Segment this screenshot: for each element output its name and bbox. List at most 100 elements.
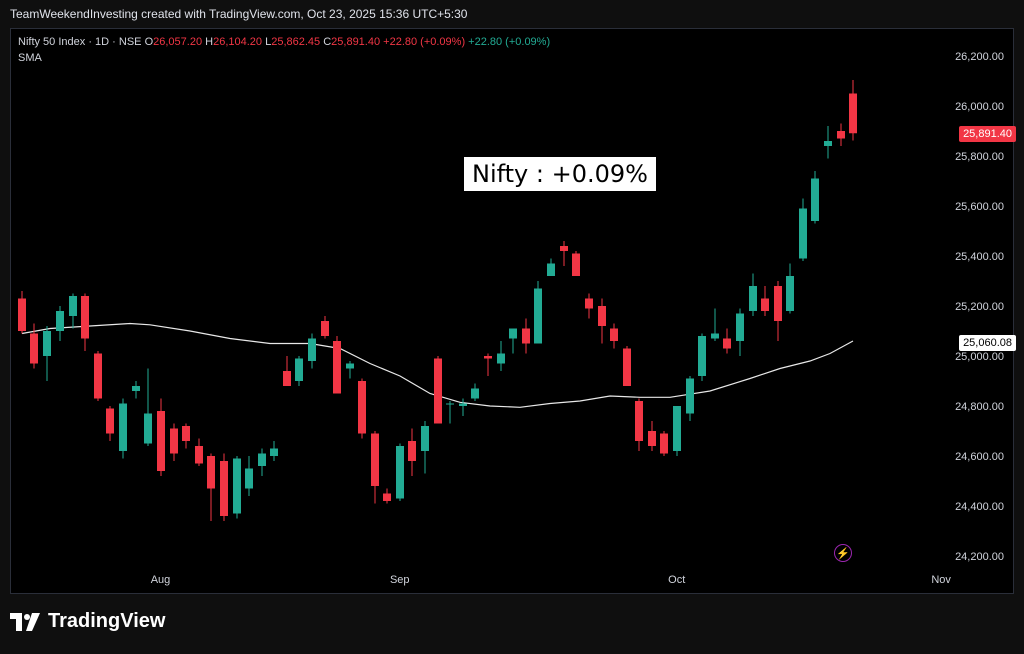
- candle: [560, 241, 568, 266]
- candle-body: [18, 298, 26, 331]
- candle-body: [170, 428, 178, 454]
- candle: [598, 298, 606, 344]
- candle: [56, 306, 64, 341]
- candle-body: [258, 453, 266, 466]
- candle-body: [408, 441, 416, 461]
- candle-body: [283, 371, 291, 386]
- candle: [119, 398, 127, 459]
- x-tick-label: Aug: [151, 574, 171, 586]
- candle: [673, 406, 681, 456]
- candle: [723, 328, 731, 354]
- candle: [635, 398, 643, 451]
- high-label: H: [205, 36, 214, 48]
- candle: [623, 346, 631, 386]
- candle-body: [195, 446, 203, 464]
- candle-body: [598, 306, 606, 326]
- x-axis: Aug Sep Oct Nov: [151, 574, 952, 586]
- candle: [534, 281, 542, 344]
- sma-indicator-label[interactable]: SMA: [18, 52, 42, 64]
- candle: [434, 356, 442, 424]
- candle-body: [761, 298, 769, 311]
- candle: [132, 381, 140, 399]
- candle-body: [371, 433, 379, 486]
- candle: [283, 356, 291, 386]
- candle-body: [534, 288, 542, 344]
- candle-body: [233, 458, 241, 514]
- candle-body: [786, 276, 794, 311]
- candle: [824, 126, 832, 159]
- candle: [233, 456, 241, 519]
- sma-line: [21, 322, 854, 408]
- candle-body: [673, 406, 681, 451]
- candle-body: [207, 456, 215, 489]
- candle-body: [144, 413, 152, 444]
- candle-body: [471, 388, 479, 399]
- candle: [144, 368, 152, 446]
- symbol-label: Nifty 50 Index · 1D · NSE: [18, 36, 142, 48]
- candle: [585, 293, 593, 319]
- candle: [18, 291, 26, 334]
- candle: [761, 286, 769, 316]
- candle: [774, 281, 782, 341]
- tradingview-brand: TradingView: [48, 610, 166, 632]
- candle: [811, 171, 819, 224]
- candle-body: [396, 446, 404, 499]
- footer: TradingView: [10, 610, 165, 633]
- candle: [383, 488, 391, 504]
- candle-body: [635, 401, 643, 441]
- candle-body: [106, 408, 114, 434]
- candle-body: [321, 321, 329, 336]
- candle: [43, 326, 51, 381]
- low-label: L: [265, 36, 272, 48]
- candle-body: [799, 208, 807, 259]
- created-by-text: TeamWeekendInvesting created with Tradin…: [10, 7, 468, 21]
- y-tick-label: 26,000.00: [955, 101, 1004, 113]
- candle: [572, 251, 580, 276]
- candle: [308, 333, 316, 369]
- candle-body: [182, 426, 190, 441]
- candle: [484, 353, 492, 376]
- candle-body: [660, 433, 668, 454]
- candle-body: [849, 93, 857, 134]
- y-tick-label: 25,000.00: [955, 351, 1004, 363]
- annotation-label[interactable]: Nifty : +0.09%: [464, 157, 656, 191]
- candle: [799, 198, 807, 261]
- open-value: 26,057.20: [153, 36, 203, 48]
- candle: [346, 361, 354, 379]
- lightning-icon[interactable]: ⚡: [834, 544, 852, 562]
- candle: [408, 428, 416, 476]
- candle-body: [220, 461, 228, 516]
- candle: [69, 293, 77, 329]
- candle-body: [132, 386, 140, 391]
- candle-body: [333, 341, 341, 394]
- candle-body: [119, 403, 127, 451]
- candlestick-chart[interactable]: 24,200.00 24,400.00 24,600.00 24,800.00 25,0…: [10, 28, 1014, 594]
- sma-layer: [21, 322, 854, 408]
- candle: [94, 351, 102, 401]
- candle: [522, 318, 530, 354]
- candle-body: [358, 381, 366, 434]
- candle-body: [509, 328, 517, 339]
- candle-body: [774, 286, 782, 321]
- y-tick-label: 25,800.00: [955, 151, 1004, 163]
- candle-body: [421, 426, 429, 451]
- candle: [220, 453, 228, 521]
- candle: [295, 356, 303, 386]
- tradingview-logo-icon: [10, 612, 40, 631]
- low-value: 25,862.45: [271, 36, 321, 48]
- y-tick-label: 24,800.00: [955, 401, 1004, 413]
- candle: [837, 123, 845, 146]
- candle-body: [547, 263, 555, 276]
- open-label: O: [144, 36, 154, 48]
- candle: [547, 258, 555, 276]
- x-tick-label: Oct: [668, 574, 685, 586]
- candle-body: [484, 356, 492, 359]
- candle: [421, 421, 429, 474]
- candle-body: [572, 253, 580, 276]
- y-tick-label: 24,400.00: [955, 501, 1004, 513]
- candle: [610, 323, 618, 349]
- candle-body: [749, 286, 757, 311]
- high-value: 26,104.20: [213, 36, 263, 48]
- candle: [471, 383, 479, 401]
- candle-layer: [18, 80, 857, 521]
